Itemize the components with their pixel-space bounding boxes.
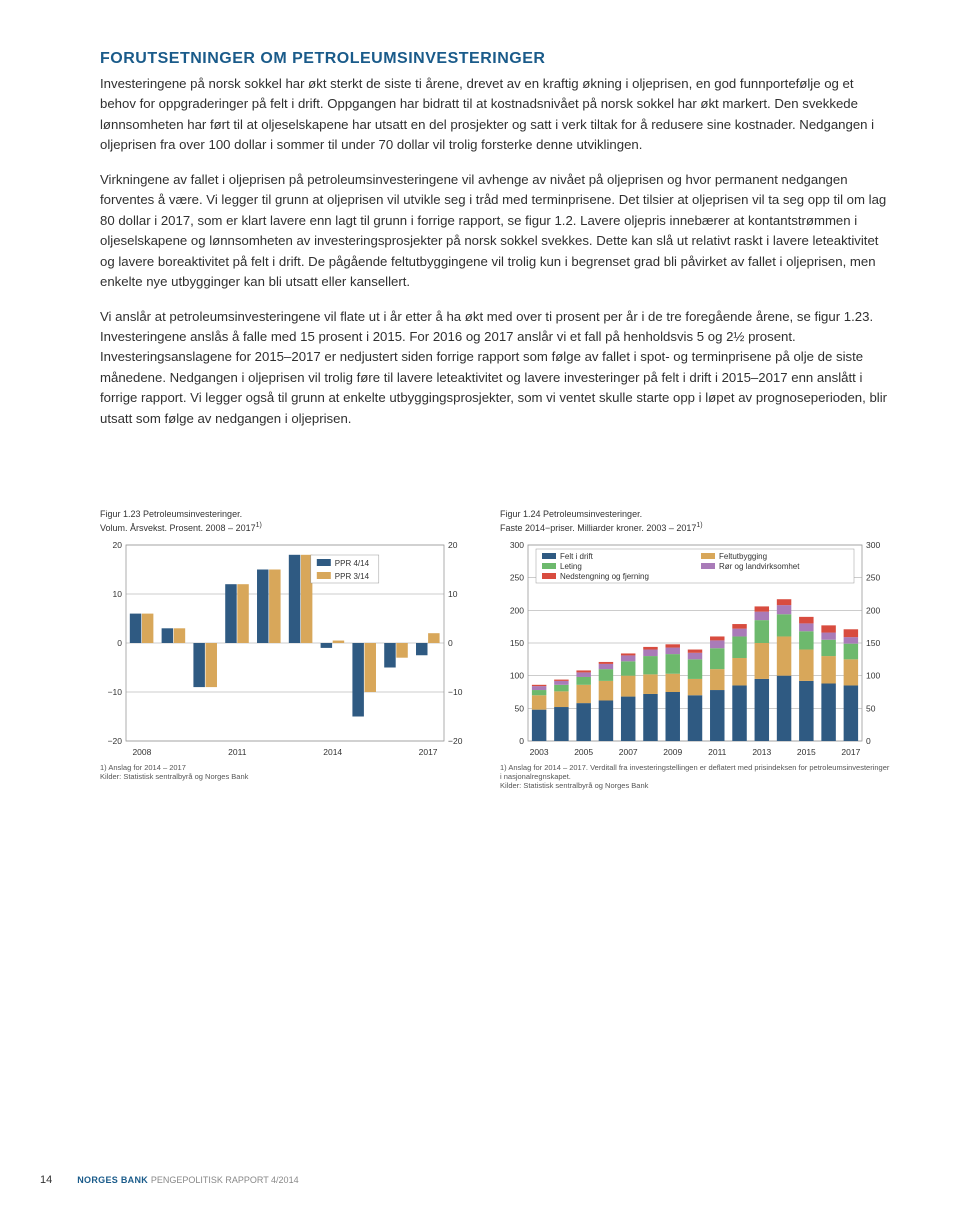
svg-text:150: 150 — [866, 638, 880, 648]
svg-text:2017: 2017 — [841, 747, 860, 757]
svg-text:300: 300 — [866, 540, 880, 550]
chart-1-23: Figur 1.23 Petroleumsinvesteringer. Volu… — [100, 509, 470, 791]
page: FORUTSETNINGER OM PETROLEUMSINVESTERINGE… — [0, 0, 960, 1206]
chart2-title-line1: Figur 1.24 Petroleumsinvesteringer. — [500, 509, 642, 519]
chart1-title-line2: Volum. Årsvekst. Prosent. 2008 – 2017 — [100, 523, 256, 533]
svg-text:PPR 4/14: PPR 4/14 — [335, 559, 370, 568]
svg-text:0: 0 — [117, 638, 122, 648]
svg-text:250: 250 — [866, 572, 880, 582]
chart-1-24: Figur 1.24 Petroleumsinvesteringer. Fast… — [500, 509, 890, 791]
svg-text:2011: 2011 — [708, 747, 727, 757]
section-heading: FORUTSETNINGER OM PETROLEUMSINVESTERINGE… — [100, 50, 890, 68]
svg-text:0: 0 — [519, 736, 524, 746]
charts-row: Figur 1.23 Petroleumsinvesteringer. Volu… — [100, 509, 890, 791]
svg-text:PPR 3/14: PPR 3/14 — [335, 572, 370, 581]
chart1-fn1: 1) Anslag for 2014 – 2017 — [100, 763, 186, 772]
svg-text:2017: 2017 — [419, 747, 438, 757]
svg-text:2009: 2009 — [663, 747, 682, 757]
svg-text:2003: 2003 — [530, 747, 549, 757]
svg-text:20: 20 — [448, 540, 458, 550]
svg-text:2005: 2005 — [574, 747, 593, 757]
chart2-fn2: Kilder: Statistisk sentralbyrå og Norges… — [500, 781, 648, 790]
paragraph-3: Vi anslår at petroleumsinvesteringene vi… — [100, 307, 890, 430]
svg-text:−20: −20 — [448, 736, 463, 746]
svg-text:250: 250 — [510, 572, 524, 582]
svg-text:−10: −10 — [448, 687, 463, 697]
chart2-fn1: 1) Anslag for 2014 – 2017. Verditall fra… — [500, 763, 889, 781]
svg-text:2015: 2015 — [797, 747, 816, 757]
svg-text:2011: 2011 — [228, 747, 247, 757]
svg-text:0: 0 — [866, 736, 871, 746]
chart1-sup: 1) — [256, 522, 262, 529]
svg-text:Nedstengning og fjerning: Nedstengning og fjerning — [560, 572, 649, 581]
chart1-svg: −20 −20 −10 −10 0 0 10 10 20 20 2008 2011 2014 2017 PP… — [100, 539, 470, 759]
svg-text:2007: 2007 — [619, 747, 638, 757]
svg-text:10: 10 — [113, 589, 123, 599]
svg-text:0: 0 — [448, 638, 453, 648]
svg-text:50: 50 — [866, 703, 876, 713]
chart1-fn2: Kilder: Statistisk sentralbyrå og Norges… — [100, 772, 248, 781]
svg-text:10: 10 — [448, 589, 458, 599]
chart2-footnote: 1) Anslag for 2014 – 2017. Verditall fra… — [500, 763, 890, 791]
svg-text:Rør og landvirksomhet: Rør og landvirksomhet — [719, 562, 800, 571]
chart1-title: Figur 1.23 Petroleumsinvesteringer. Volu… — [100, 509, 470, 534]
svg-text:2008: 2008 — [132, 747, 151, 757]
paragraph-2: Virkningene av fallet i oljeprisen på pe… — [100, 170, 890, 293]
svg-text:Leting: Leting — [560, 562, 582, 571]
svg-text:2014: 2014 — [323, 747, 342, 757]
svg-text:300: 300 — [510, 540, 524, 550]
svg-text:−20: −20 — [108, 736, 123, 746]
svg-text:2013: 2013 — [752, 747, 771, 757]
svg-text:100: 100 — [510, 670, 524, 680]
svg-text:Feltutbygging: Feltutbygging — [719, 552, 767, 561]
chart1-title-line1: Figur 1.23 Petroleumsinvesteringer. — [100, 509, 242, 519]
svg-text:50: 50 — [515, 703, 525, 713]
svg-text:Felt i drift: Felt i drift — [560, 552, 594, 561]
page-footer: 14 NORGES BANK PENGEPOLITISK RAPPORT 4/2… — [40, 1174, 299, 1186]
svg-text:100: 100 — [866, 670, 880, 680]
chart2-title: Figur 1.24 Petroleumsinvesteringer. Fast… — [500, 509, 890, 534]
svg-text:−10: −10 — [108, 687, 123, 697]
svg-text:200: 200 — [866, 605, 880, 615]
paragraph-1: Investeringene på norsk sokkel har økt s… — [100, 74, 890, 156]
footer-report: PENGEPOLITISK RAPPORT 4/2014 — [151, 1175, 299, 1185]
svg-text:150: 150 — [510, 638, 524, 648]
chart2-title-line2: Faste 2014−priser. Milliarder kroner. 20… — [500, 523, 696, 533]
chart2-sup: 1) — [696, 522, 702, 529]
svg-text:200: 200 — [510, 605, 524, 615]
chart1-footnote: 1) Anslag for 2014 – 2017 Kilder: Statis… — [100, 763, 470, 782]
chart2-svg: 0 0 50 50 100 100 150 150 200 200 250 250 300 300 2003… — [500, 539, 890, 759]
footer-norges-bank: NORGES BANK — [77, 1175, 148, 1185]
page-number: 14 — [40, 1174, 52, 1186]
svg-text:20: 20 — [113, 540, 123, 550]
